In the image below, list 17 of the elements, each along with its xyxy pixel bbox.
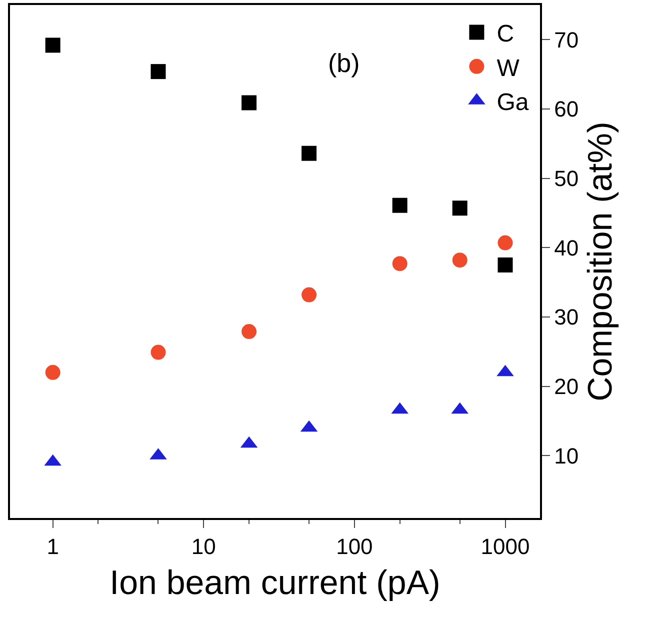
x-tick-label: 1 xyxy=(46,534,59,560)
y-tick-label: 70 xyxy=(554,27,579,52)
y-tick-label: 50 xyxy=(554,166,579,192)
annotation: (b) xyxy=(328,48,360,78)
y-tick-label: 60 xyxy=(554,96,579,122)
x-tick-label: 10 xyxy=(191,534,216,560)
y-tick-label: 40 xyxy=(554,235,579,260)
legend-label: W xyxy=(496,54,520,82)
y-axis-title: Composition (at%) xyxy=(581,122,620,402)
y-tick-label: 30 xyxy=(554,304,579,330)
x-tick-label: 1000 xyxy=(480,534,530,560)
x-axis-title: Ion beam current (pA) xyxy=(110,564,440,602)
y-tick-label: 20 xyxy=(554,374,579,399)
x-tick-label: 100 xyxy=(336,534,373,560)
legend-label: Ga xyxy=(496,88,530,116)
legend-label: C xyxy=(496,20,514,48)
y-tick-label: 10 xyxy=(554,443,579,468)
